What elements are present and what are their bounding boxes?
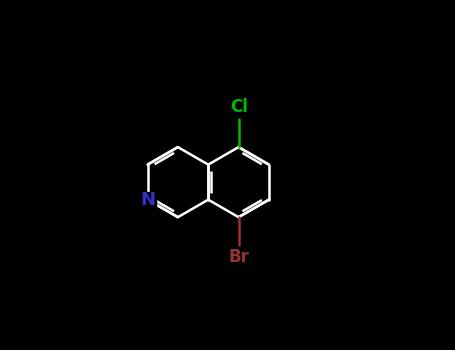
Text: Br: Br bbox=[228, 248, 249, 266]
Text: N: N bbox=[140, 191, 155, 209]
Text: Cl: Cl bbox=[230, 98, 248, 116]
